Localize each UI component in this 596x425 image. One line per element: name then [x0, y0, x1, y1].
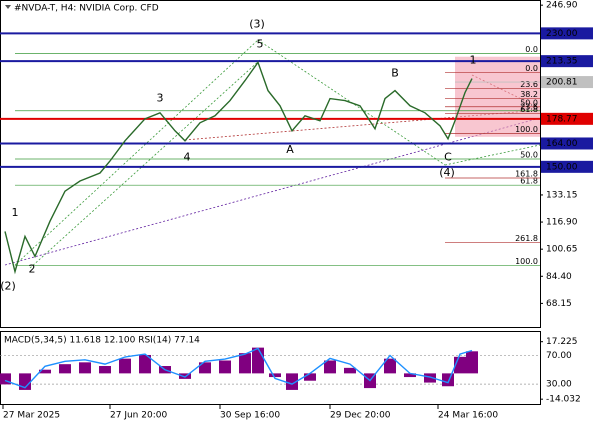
y-tick-label: 68.15 — [546, 299, 572, 309]
histogram-bar — [119, 358, 131, 374]
wave-label: 1 — [12, 206, 19, 219]
y-tick-label: 133.15 — [546, 190, 578, 200]
fib-label: 61.8 — [520, 105, 538, 114]
histogram-bar — [252, 347, 264, 374]
histogram-bar — [442, 373, 454, 387]
wave-label: B — [391, 67, 399, 80]
wave-label: 5 — [257, 37, 264, 50]
x-tick-label: 29 Dec 20:00 — [330, 411, 391, 421]
target-zone — [455, 56, 540, 137]
level-box — [541, 55, 593, 68]
fib-label: 50.0 — [520, 98, 538, 107]
title-marker — [5, 5, 11, 9]
y-tick-label: 116.90 — [546, 218, 578, 228]
y-tick-label: 84.40 — [546, 272, 572, 282]
fib-label: 100.0 — [515, 125, 538, 134]
fib-label: 100.0 — [515, 257, 538, 266]
level-label: 150.00 — [546, 162, 578, 172]
histogram-bar — [286, 373, 298, 390]
histogram-bar — [79, 362, 91, 374]
x-tick-label: 24 Mar 16:00 — [438, 411, 498, 421]
y-tick-label: 17.225 — [546, 337, 578, 347]
histogram-bar — [39, 369, 51, 374]
fib-label: 61.8 — [520, 177, 538, 186]
histogram-bar — [269, 373, 281, 378]
level-label: 164.00 — [546, 139, 578, 149]
fib-label: 50.0 — [520, 150, 538, 159]
y-tick-label: -14.032 — [546, 395, 581, 405]
x-tick-label: 30 Sep 16:00 — [220, 411, 280, 421]
histogram-bar — [59, 364, 71, 374]
histogram-bar — [384, 358, 396, 374]
histogram-bar — [344, 367, 356, 374]
histogram-bar — [466, 351, 478, 374]
level-box — [541, 137, 593, 150]
wave-label: C — [444, 150, 452, 163]
fib-label: 0.0 — [525, 45, 538, 54]
histogram-bar — [239, 353, 251, 374]
fib-label: 161.8 — [515, 170, 538, 179]
wave-label: 4 — [184, 150, 191, 163]
histogram-bar — [199, 362, 211, 374]
histogram-bar — [139, 354, 151, 374]
fib-label: 23.6 — [520, 80, 538, 89]
last-price-box — [541, 76, 593, 89]
wave-label: (3) — [249, 17, 265, 30]
histogram-bar — [219, 360, 231, 374]
indicator-frame — [0, 331, 541, 405]
wave-label: 1 — [470, 53, 477, 66]
wave-label: 2 — [29, 262, 36, 275]
indicator-title: MACD(5,34,5) 11.618 12.100 RSI(14) 77.14 — [4, 336, 200, 346]
y2-tick-label: 30.00 — [546, 380, 572, 390]
histogram-bar — [19, 373, 31, 390]
histogram-bar — [304, 373, 316, 381]
x-tick-label: 27 Mar 2025 — [3, 411, 60, 421]
level-label: 230.00 — [546, 29, 578, 39]
level-label: 213.35 — [546, 57, 578, 67]
chart-title: #NVDA-T, H4: NVIDIA Corp. CFD — [14, 4, 159, 14]
main-frame — [0, 0, 541, 328]
last-price-label: 200.81 — [546, 78, 578, 88]
histogram-bar — [404, 373, 416, 378]
y-tick-label: 100.65 — [546, 245, 578, 255]
histogram-bar — [324, 360, 336, 374]
wave-label: A — [286, 143, 294, 156]
histogram-bar — [99, 366, 111, 374]
histogram-bar — [424, 373, 436, 383]
level-label: 178.77 — [546, 114, 578, 124]
level-box — [541, 27, 593, 40]
y2-tick-label: 70.00 — [546, 351, 572, 361]
x-tick-label: 27 Jun 20:00 — [110, 411, 167, 421]
wave-label: (2) — [0, 280, 16, 293]
price-line — [4, 60, 473, 275]
fib-label: 261.8 — [515, 234, 538, 243]
histogram-bar — [0, 373, 11, 385]
level-box — [541, 112, 593, 125]
level-box — [541, 160, 593, 173]
y-tick-label: 246.90 — [546, 1, 578, 11]
rsi-line — [4, 347, 473, 389]
fib-label: 38.2 — [520, 90, 538, 99]
fib-label: 0.0 — [525, 64, 538, 73]
wave-label: (4) — [439, 166, 455, 179]
wave-label: 3 — [157, 92, 164, 105]
